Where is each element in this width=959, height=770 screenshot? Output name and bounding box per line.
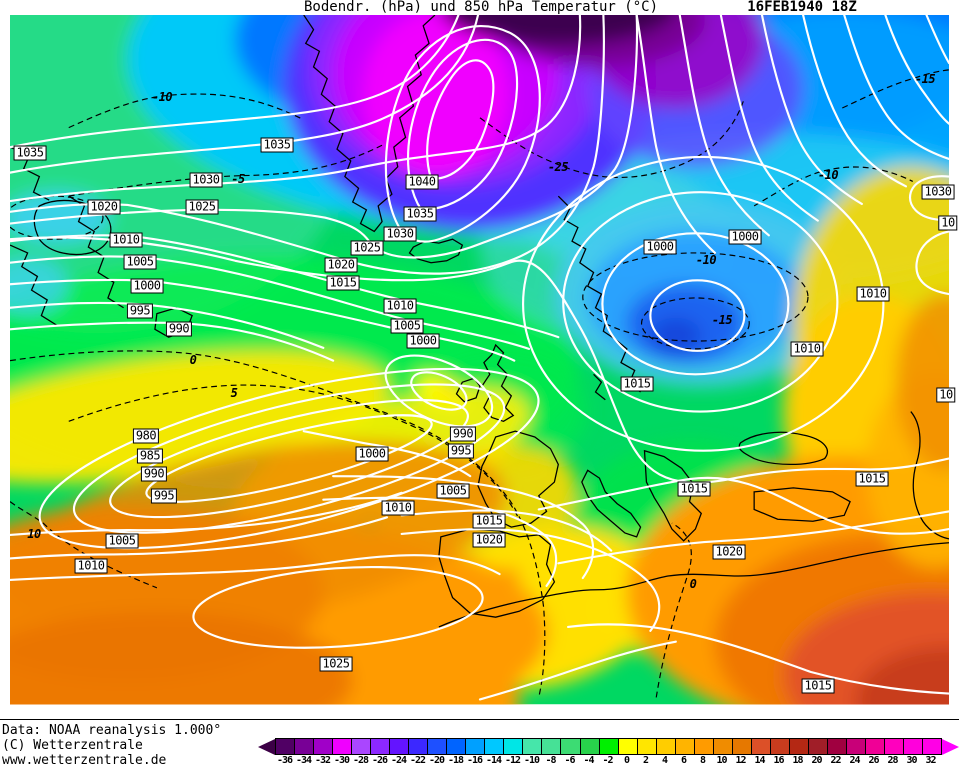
colorbar-cell (465, 739, 485, 754)
colorbar-tick-label: -4 (583, 755, 594, 766)
colorbar-tick-label: 0 (623, 755, 630, 766)
colorbar-cell (598, 739, 618, 754)
colorbar-cell (807, 739, 827, 754)
colorbar-tick-label: 2 (642, 755, 649, 766)
colorbar-tick-label: 26 (868, 755, 879, 766)
colorbar-cell (560, 739, 580, 754)
colorbar-tick-label: -22 (409, 755, 426, 766)
colorbar-tick-label: -8 (545, 755, 556, 766)
data-source-line: Data: NOAA reanalysis 1.000° (2, 723, 222, 738)
colorbar-cell (712, 739, 732, 754)
colorbar-cell (294, 739, 314, 754)
map-footer: Data: NOAA reanalysis 1.000° (C) Wetterz… (0, 720, 959, 770)
colorbar-tick-label: 32 (925, 755, 936, 766)
colorbar-tick-label: -6 (564, 755, 575, 766)
temperature-field (10, 15, 949, 705)
map-header: Bodendr. (hPa) und 850 hPa Temperatur (°… (0, 0, 959, 15)
colorbar-cell (503, 739, 523, 754)
colorbar-tick-label: 24 (849, 755, 860, 766)
colorbar-tick-label: -12 (504, 755, 521, 766)
colorbar-cell (750, 739, 770, 754)
colorbar-tick-label: -28 (352, 755, 369, 766)
colorbar-cell (313, 739, 333, 754)
colorbar-tick-label: -10 (523, 755, 540, 766)
colorbar-tick-label: 10 (716, 755, 727, 766)
colorbar-cell (864, 739, 884, 754)
colorbar-cell (731, 739, 751, 754)
colorbar-tick-labels: -36 -34 -32 -30 -28 -26 -24 -22 -20 -18 -16 -14 -12-… (275, 755, 940, 766)
isobar-contours (10, 15, 949, 701)
colorbar-tick-label: 16 (773, 755, 784, 766)
temperature-colorbar: -36 -34 -32 -30 -28 -26 -24 -22 -20 -18 -16 -14 -12-… (258, 738, 959, 768)
colorbar-tick-label: 30 (906, 755, 917, 766)
colorbar-cell (332, 739, 352, 754)
weather-map-canvas (10, 15, 949, 705)
weather-map (0, 15, 959, 720)
colorbar-tick-label: -30 (333, 755, 350, 766)
colorbar-cell (769, 739, 789, 754)
colorbar-tick-label: 28 (887, 755, 898, 766)
colorbar-right-arrow (942, 738, 959, 755)
colorbar-tick-label: -16 (466, 755, 483, 766)
colorbar-tick-label: -32 (314, 755, 331, 766)
colorbar-cell (370, 739, 390, 754)
colorbar-tick-label: 20 (811, 755, 822, 766)
colorbar-cell (655, 739, 675, 754)
colorbar-cell (693, 739, 713, 754)
colorbar-tick-label: 12 (735, 755, 746, 766)
colorbar-cell (446, 739, 466, 754)
colorbar-tick-label: -2 (602, 755, 613, 766)
website-line: www.wetterzentrale.de (2, 753, 167, 768)
colorbar-cell (674, 739, 694, 754)
colorbar-cell (826, 739, 846, 754)
colorbar-tick-label: 18 (792, 755, 803, 766)
colorbar-cell (408, 739, 428, 754)
colorbar-cell (522, 739, 542, 754)
colorbar-tick-label: -26 (371, 755, 388, 766)
colorbar-cell (922, 739, 942, 754)
colorbar-tick-label: -14 (485, 755, 502, 766)
colorbar-cell (845, 739, 865, 754)
map-title: Bodendr. (hPa) und 850 hPa Temperatur (°… (303, 0, 659, 15)
colorbar-cell (884, 739, 904, 754)
colorbar-cell (484, 739, 504, 754)
colorbar-tick-label: -18 (447, 755, 464, 766)
colorbar-cell (788, 739, 808, 754)
colorbar-tick-label: 4 (661, 755, 668, 766)
copyright-line: (C) Wetterzentrale (2, 738, 143, 753)
colorbar-tick-label: 8 (699, 755, 706, 766)
colorbar-cell (617, 739, 637, 754)
colorbar-tick-label: -24 (390, 755, 407, 766)
colorbar-tick-label: 6 (680, 755, 687, 766)
colorbar-left-arrow (258, 738, 275, 755)
colorbar-tick-label: 22 (830, 755, 841, 766)
colorbar-cell (541, 739, 561, 754)
colorbar-cell (351, 739, 371, 754)
colorbar-tick-label: -36 (276, 755, 293, 766)
colorbar-cell (903, 739, 923, 754)
colorbar-cell (276, 739, 295, 754)
colorbar-cell (579, 739, 599, 754)
colorbar-cells (275, 738, 942, 755)
colorbar-cell (427, 739, 447, 754)
colorbar-tick-label: -34 (295, 755, 312, 766)
colorbar-cell (636, 739, 656, 754)
colorbar-tick-label: -20 (428, 755, 445, 766)
map-datetime: 16FEB1940 18Z (747, 0, 857, 15)
colorbar-tick-label: 14 (754, 755, 765, 766)
colorbar-cell (389, 739, 409, 754)
